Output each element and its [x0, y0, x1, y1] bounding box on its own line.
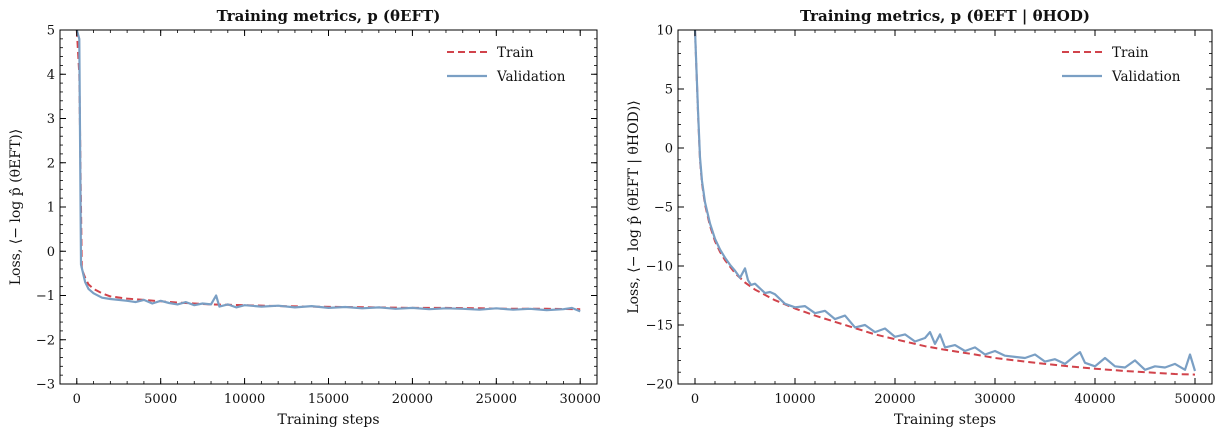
y-tick-label: 2	[47, 156, 55, 171]
y-tick-label: 0	[47, 245, 55, 260]
y-tick-label: −20	[646, 378, 673, 393]
legend: Train Validation	[1062, 45, 1181, 85]
y-tick-label: 1	[47, 201, 55, 216]
x-tick-label: 0	[73, 392, 81, 407]
x-tick-label: 15000	[308, 392, 349, 407]
legend-label-validation: Validation	[1111, 69, 1181, 85]
y-tick-label: 3	[47, 112, 55, 127]
x-tick-label: 5000	[144, 392, 177, 407]
x-axis-label: Training steps	[277, 412, 379, 428]
y-tick-label: −3	[36, 378, 55, 393]
x-tick-label: 10000	[224, 392, 265, 407]
y-axis-label: Loss, ⟨− log p̂ (θEFT | θHOD)⟩	[626, 100, 642, 313]
series-group	[693, 30, 1197, 376]
x-tick-label: 30000	[560, 392, 601, 407]
y-tick-label: −15	[646, 319, 673, 334]
y-axis-label: Loss, ⟨− log p̂ (θEFT)⟩	[8, 129, 24, 285]
y-tick-label: −10	[646, 260, 673, 275]
y-tick-label: 5	[47, 24, 55, 39]
x-tick-label: 20000	[874, 392, 915, 407]
y-tick-label: 5	[665, 83, 673, 98]
x-axis-label: Training steps	[894, 412, 996, 428]
legend-label-train: Train	[497, 45, 534, 61]
x-tick-label: 40000	[1074, 392, 1115, 407]
x-tick-label: 10000	[774, 392, 815, 407]
y-tick-label: −5	[654, 201, 673, 216]
y-tick-label: 0	[665, 142, 673, 157]
series-group	[75, 30, 581, 313]
y-tick-label: 4	[47, 68, 55, 83]
left-chart-panel: 0 5000 10000 15000 20000 25000 30000 −3 −2 −1 0 1 2 3…	[8, 7, 601, 428]
x-tick-label: 20000	[392, 392, 433, 407]
x-tick-label: 0	[691, 392, 699, 407]
series-line-validation	[693, 30, 1197, 372]
x-tick-label: 25000	[476, 392, 517, 407]
x-tick-label: 50000	[1174, 392, 1215, 407]
legend-label-validation: Validation	[496, 69, 566, 85]
x-tick-label: 30000	[974, 392, 1015, 407]
y-tick-label: −1	[36, 289, 55, 304]
y-tick-label: 10	[656, 24, 673, 39]
legend-label-train: Train	[1112, 45, 1149, 61]
legend: Train Validation	[447, 45, 566, 85]
chart-title: Training metrics, p (θEFT)	[217, 7, 441, 25]
right-chart-panel: 0 10000 20000 30000 40000 50000 −20 −15 −10 −5 0 5 1…	[626, 7, 1216, 428]
chart-title: Training metrics, p (θEFT | θHOD)	[800, 7, 1090, 25]
y-tick-label: −2	[36, 333, 55, 348]
series-line-validation	[75, 30, 581, 313]
